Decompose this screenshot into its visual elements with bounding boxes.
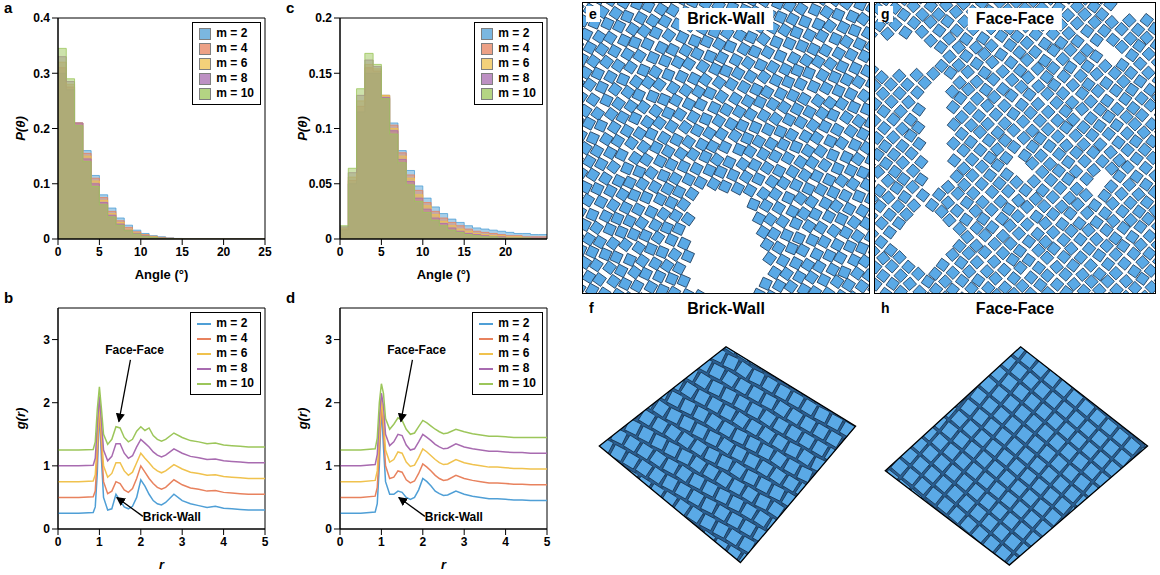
svg-text:0.1: 0.1 xyxy=(315,122,332,136)
html-text:m = 4: m = 4 xyxy=(216,41,248,55)
svg-text:0.05: 0.05 xyxy=(309,177,333,191)
svg-text:Angle (°): Angle (°) xyxy=(135,267,189,282)
html-text:m = 10: m = 10 xyxy=(216,86,254,100)
svg-text:25: 25 xyxy=(258,245,272,259)
svg-text:2: 2 xyxy=(43,396,50,410)
html-text:m = 2: m = 2 xyxy=(216,26,248,40)
html-text:Brick-Wall: Brick-Wall xyxy=(687,10,765,27)
html-text:m = 8: m = 8 xyxy=(498,71,530,85)
html-text:Face-Face: Face-Face xyxy=(975,300,1055,317)
svg-text:0: 0 xyxy=(43,522,50,536)
html-text:f: f xyxy=(589,300,594,316)
svg-text:0: 0 xyxy=(325,232,332,246)
svg-text:r: r xyxy=(159,557,165,572)
svg-text:1: 1 xyxy=(325,459,332,473)
html-text:m = 6: m = 6 xyxy=(498,346,530,360)
svg-text:4: 4 xyxy=(502,535,509,549)
svg-text:0.15: 0.15 xyxy=(309,67,333,81)
html-text:m = 6: m = 6 xyxy=(216,346,248,360)
html-text:a: a xyxy=(4,0,13,16)
html-text:Face-Face: Face-Face xyxy=(387,342,446,357)
svg-text:g(r): g(r) xyxy=(295,408,310,431)
html-text:Face-Face: Face-Face xyxy=(105,342,164,357)
html-text:m = 8: m = 8 xyxy=(216,71,248,85)
svg-text:0: 0 xyxy=(325,522,332,536)
html-text:Face-Face: Face-Face xyxy=(975,10,1055,27)
svg-text:0: 0 xyxy=(337,535,344,549)
svg-text:0.3: 0.3 xyxy=(33,67,50,81)
svg-text:2: 2 xyxy=(137,535,144,549)
svg-text:0: 0 xyxy=(43,232,50,246)
html-text:Brick-Wall: Brick-Wall xyxy=(142,510,201,524)
html-text:Brick-Wall: Brick-Wall xyxy=(687,300,765,317)
html-text:m = 4: m = 4 xyxy=(498,331,530,345)
svg-text:3: 3 xyxy=(325,333,332,347)
svg-text:15: 15 xyxy=(176,245,190,259)
html-text:m = 4: m = 4 xyxy=(498,41,530,55)
html-text:m = 2: m = 2 xyxy=(498,26,530,40)
svg-text:1: 1 xyxy=(43,459,50,473)
svg-text:5: 5 xyxy=(262,535,269,549)
svg-text:P(θ): P(θ) xyxy=(13,116,28,141)
svg-text:3: 3 xyxy=(43,333,50,347)
svg-text:0.2: 0.2 xyxy=(315,11,332,25)
html-text:e: e xyxy=(589,6,597,22)
html-text:m = 2: m = 2 xyxy=(216,316,248,330)
html-text:m = 2: m = 2 xyxy=(498,316,530,330)
html-text:g: g xyxy=(881,6,890,22)
svg-text:0.2: 0.2 xyxy=(33,122,50,136)
svg-text:0: 0 xyxy=(337,245,344,259)
svg-text:r: r xyxy=(441,557,447,572)
svg-text:g(r): g(r) xyxy=(13,408,28,431)
svg-text:2: 2 xyxy=(419,535,426,549)
svg-text:2: 2 xyxy=(325,396,332,410)
html-text:m = 4: m = 4 xyxy=(216,331,248,345)
html-text:m = 10: m = 10 xyxy=(216,376,254,390)
html-text:m = 10: m = 10 xyxy=(498,86,536,100)
html-text:b: b xyxy=(4,289,14,306)
svg-text:15: 15 xyxy=(458,245,472,259)
svg-text:10: 10 xyxy=(134,245,148,259)
svg-text:3: 3 xyxy=(179,535,186,549)
html-text:m = 8: m = 8 xyxy=(498,361,530,375)
svg-text:5: 5 xyxy=(96,245,103,259)
svg-text:1: 1 xyxy=(96,535,103,549)
svg-text:1: 1 xyxy=(378,535,385,549)
html-text:m = 8: m = 8 xyxy=(216,361,248,375)
svg-text:Angle (°): Angle (°) xyxy=(417,267,471,282)
svg-text:4: 4 xyxy=(220,535,227,549)
svg-text:0: 0 xyxy=(55,245,62,259)
html-text:m = 6: m = 6 xyxy=(216,56,248,70)
html-text:m = 6: m = 6 xyxy=(498,56,530,70)
svg-text:5: 5 xyxy=(378,245,385,259)
svg-text:0.1: 0.1 xyxy=(33,177,50,191)
html-text:d: d xyxy=(286,289,296,306)
html-text:h: h xyxy=(881,300,890,316)
svg-text:20: 20 xyxy=(217,245,231,259)
svg-text:0.4: 0.4 xyxy=(33,11,50,25)
svg-text:0: 0 xyxy=(55,535,62,549)
svg-text:10: 10 xyxy=(416,245,430,259)
svg-text:P(θ): P(θ) xyxy=(295,116,310,141)
svg-text:3: 3 xyxy=(461,535,468,549)
html-text:c: c xyxy=(286,0,295,16)
svg-text:5: 5 xyxy=(544,535,551,549)
html-text:m = 10: m = 10 xyxy=(498,376,536,390)
svg-text:20: 20 xyxy=(499,245,513,259)
html-text:Brick-Wall: Brick-Wall xyxy=(424,510,483,524)
